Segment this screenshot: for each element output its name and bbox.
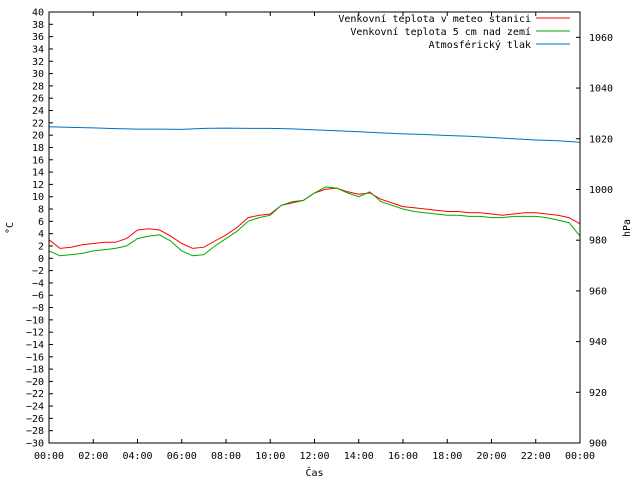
y-left-tick-label: −4 bbox=[32, 278, 44, 289]
y-left-tick-label: −10 bbox=[26, 315, 44, 326]
x-tick-label: 10:00 bbox=[255, 451, 285, 462]
y-left-tick-label: −24 bbox=[26, 402, 44, 413]
y-left-tick-label: −2 bbox=[32, 266, 44, 277]
y-left-tick-label: 36 bbox=[32, 32, 44, 43]
y-left-tick-label: 10 bbox=[32, 192, 44, 203]
series-line-3 bbox=[48, 126, 581, 143]
plot-frame bbox=[48, 11, 581, 444]
y-right-tick-label: 1060 bbox=[589, 33, 613, 44]
y-left-tick-label: 0 bbox=[38, 254, 44, 265]
y-left-tick-label: 2 bbox=[38, 241, 44, 252]
y-left-tick-label: 14 bbox=[32, 168, 44, 179]
chart-marks: −30−28−26−24−22−20−18−16−14−12−10−8−6−4−… bbox=[26, 8, 613, 463]
y-axis-right-label: hPa bbox=[622, 219, 633, 237]
legend-label: Atmosférický tlak bbox=[429, 39, 531, 51]
y-left-tick-label: −16 bbox=[26, 352, 44, 363]
y-left-tick-label: 34 bbox=[32, 44, 44, 55]
x-tick-label: 04:00 bbox=[122, 451, 152, 462]
legend: Venkovní teplota v meteo staniciVenkovní… bbox=[338, 13, 570, 51]
x-tick-label: 14:00 bbox=[344, 451, 374, 462]
y-left-tick-label: 32 bbox=[32, 57, 44, 68]
x-axis-label: Čas bbox=[305, 466, 323, 479]
legend-label: Venkovní teplota v meteo stanici bbox=[338, 13, 531, 25]
x-tick-label: 18:00 bbox=[432, 451, 462, 462]
y-left-tick-label: 26 bbox=[32, 94, 44, 105]
x-tick-label: 22:00 bbox=[521, 451, 551, 462]
y-left-tick-label: 38 bbox=[32, 20, 44, 31]
y-right-tick-label: 920 bbox=[589, 388, 607, 399]
y-left-tick-label: 28 bbox=[32, 81, 44, 92]
y-right-tick-label: 940 bbox=[589, 337, 607, 348]
y-left-tick-label: 6 bbox=[38, 217, 44, 228]
x-tick-label: 06:00 bbox=[167, 451, 197, 462]
y-left-tick-label: 18 bbox=[32, 143, 44, 154]
y-left-tick-label: 40 bbox=[32, 8, 44, 19]
y-right-tick-label: 1000 bbox=[589, 185, 613, 196]
y-left-tick-label: −26 bbox=[26, 414, 44, 425]
x-tick-label: 08:00 bbox=[211, 451, 241, 462]
y-left-tick-label: −6 bbox=[32, 291, 44, 302]
y-left-tick-label: −22 bbox=[26, 389, 44, 400]
y-left-tick-label: 22 bbox=[32, 118, 44, 129]
y-left-tick-label: −12 bbox=[26, 328, 44, 339]
y-right-tick-label: 960 bbox=[589, 286, 607, 297]
y-right-tick-label: 980 bbox=[589, 236, 607, 247]
y-left-tick-label: 8 bbox=[38, 205, 44, 216]
series-line-2 bbox=[48, 186, 581, 257]
x-tick-label: 20:00 bbox=[476, 451, 506, 462]
y-left-tick-label: 16 bbox=[32, 155, 44, 166]
y-right-tick-label: 1040 bbox=[589, 84, 613, 95]
y-left-tick-label: −18 bbox=[26, 365, 44, 376]
x-tick-label: 00:00 bbox=[34, 451, 64, 462]
legend-label: Venkovní teplota 5 cm nad zemí bbox=[350, 26, 531, 38]
y-left-tick-label: −20 bbox=[26, 377, 44, 388]
x-tick-label: 16:00 bbox=[388, 451, 418, 462]
y-left-tick-label: 30 bbox=[32, 69, 44, 80]
y-left-tick-label: 12 bbox=[32, 180, 44, 191]
y-left-tick-label: −30 bbox=[26, 439, 44, 450]
x-tick-label: 12:00 bbox=[299, 451, 329, 462]
y-left-tick-label: 4 bbox=[38, 229, 44, 240]
y-left-tick-label: 24 bbox=[32, 106, 44, 117]
y-left-tick-label: −14 bbox=[26, 340, 44, 351]
y-right-tick-label: 1020 bbox=[589, 134, 613, 145]
x-tick-label: 02:00 bbox=[78, 451, 108, 462]
y-right-tick-label: 900 bbox=[589, 439, 607, 450]
y-left-tick-label: −8 bbox=[32, 303, 44, 314]
y-left-tick-label: −28 bbox=[26, 426, 44, 437]
y-axis-left-label: °C bbox=[5, 222, 16, 234]
x-tick-label: 00:00 bbox=[565, 451, 595, 462]
y-left-tick-label: 20 bbox=[32, 131, 44, 142]
